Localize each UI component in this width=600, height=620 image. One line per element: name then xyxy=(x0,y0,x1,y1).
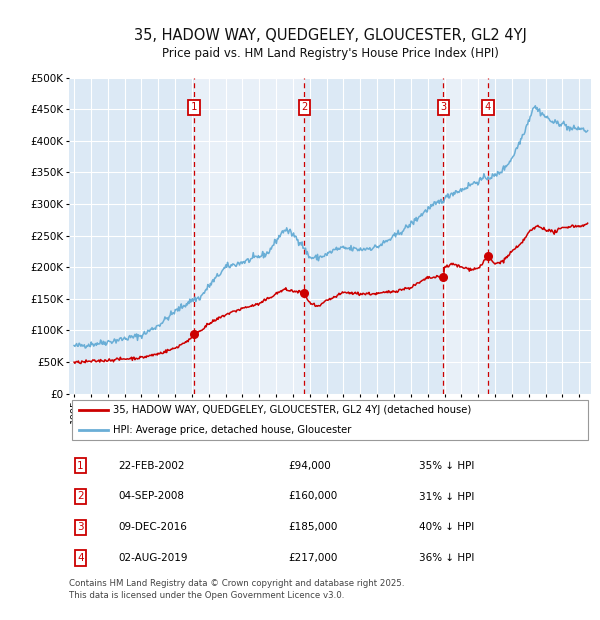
Text: 2: 2 xyxy=(77,492,84,502)
Text: £160,000: £160,000 xyxy=(288,492,337,502)
Text: 3: 3 xyxy=(440,102,446,112)
Text: 04-SEP-2008: 04-SEP-2008 xyxy=(119,492,185,502)
Text: £185,000: £185,000 xyxy=(288,522,338,533)
FancyBboxPatch shape xyxy=(71,400,589,440)
Text: 35, HADOW WAY, QUEDGELEY, GLOUCESTER, GL2 4YJ: 35, HADOW WAY, QUEDGELEY, GLOUCESTER, GL… xyxy=(134,28,526,43)
Bar xyxy=(194,78,304,394)
Text: 1: 1 xyxy=(191,102,197,112)
Text: £94,000: £94,000 xyxy=(288,461,331,471)
Text: 2: 2 xyxy=(301,102,307,112)
Text: 09-DEC-2016: 09-DEC-2016 xyxy=(119,522,187,533)
Text: £217,000: £217,000 xyxy=(288,553,338,563)
Text: 35, HADOW WAY, QUEDGELEY, GLOUCESTER, GL2 4YJ (detached house): 35, HADOW WAY, QUEDGELEY, GLOUCESTER, GL… xyxy=(113,405,472,415)
Text: 40% ↓ HPI: 40% ↓ HPI xyxy=(419,522,474,533)
Text: 35% ↓ HPI: 35% ↓ HPI xyxy=(419,461,474,471)
Text: 36% ↓ HPI: 36% ↓ HPI xyxy=(419,553,474,563)
Text: 3: 3 xyxy=(77,522,84,533)
Text: 4: 4 xyxy=(77,553,84,563)
Text: 1: 1 xyxy=(77,461,84,471)
Bar xyxy=(443,78,488,394)
Text: HPI: Average price, detached house, Gloucester: HPI: Average price, detached house, Glou… xyxy=(113,425,352,435)
Text: 31% ↓ HPI: 31% ↓ HPI xyxy=(419,492,474,502)
Text: 22-FEB-2002: 22-FEB-2002 xyxy=(119,461,185,471)
Text: 02-AUG-2019: 02-AUG-2019 xyxy=(119,553,188,563)
Text: Contains HM Land Registry data © Crown copyright and database right 2025.
This d: Contains HM Land Registry data © Crown c… xyxy=(69,578,404,600)
Text: Price paid vs. HM Land Registry's House Price Index (HPI): Price paid vs. HM Land Registry's House … xyxy=(161,47,499,60)
Text: 4: 4 xyxy=(485,102,491,112)
